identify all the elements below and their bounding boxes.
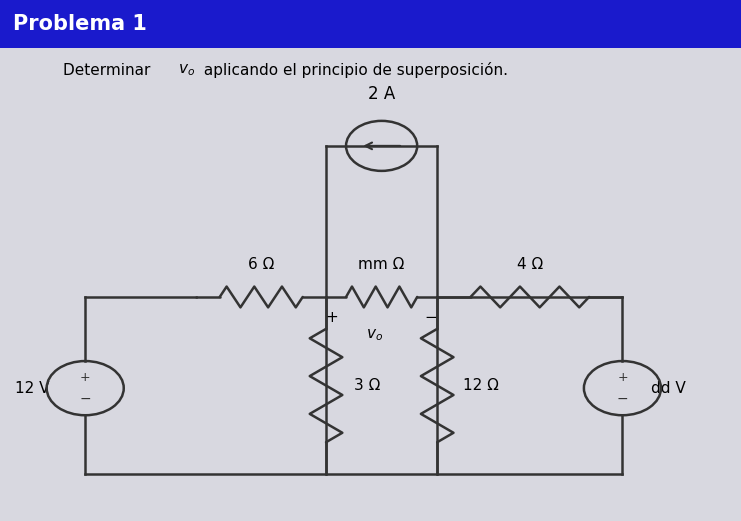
Text: −: − [425,310,438,325]
Text: Problema 1: Problema 1 [13,14,147,34]
Text: −: − [617,391,628,405]
Text: +: + [80,371,90,384]
Text: 6 Ω: 6 Ω [248,257,274,272]
Text: $v_o$: $v_o$ [178,63,195,78]
Text: dd V: dd V [651,381,685,395]
Text: Determinar: Determinar [63,63,155,78]
Text: $v_o$: $v_o$ [366,327,382,343]
Text: 12 V: 12 V [15,381,50,395]
Text: aplicando el principio de superposición.: aplicando el principio de superposición. [199,63,508,78]
Text: 12 Ω: 12 Ω [463,378,499,393]
Text: mm Ω: mm Ω [359,257,405,272]
Text: +: + [325,310,339,325]
Text: −: − [79,391,91,405]
Text: 2 A: 2 A [368,84,395,103]
Bar [0,0,741,48]
Text: +: + [617,371,628,384]
Text: 3 Ω: 3 Ω [354,378,381,393]
Text: 4 Ω: 4 Ω [516,257,543,272]
